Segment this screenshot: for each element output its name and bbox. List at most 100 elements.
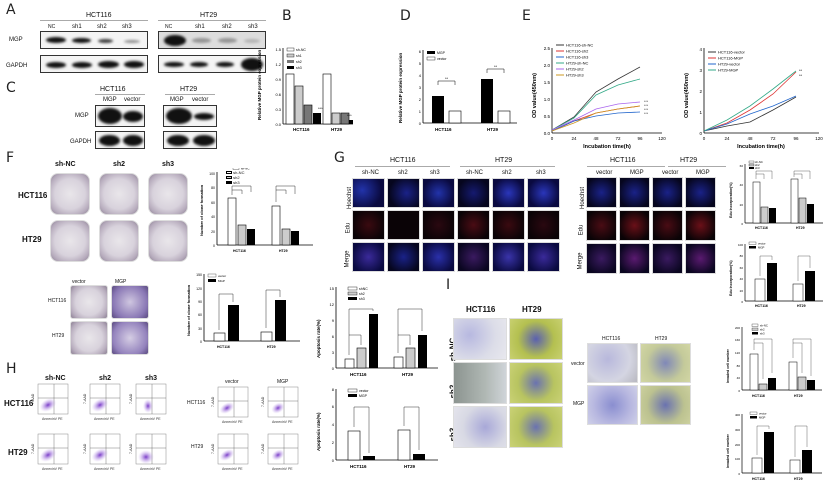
- svg-text:HCT116: HCT116: [233, 249, 246, 253]
- col-label: vector: [596, 170, 613, 176]
- svg-text:0.3: 0.3: [275, 107, 281, 112]
- svg-text:sh-NC: sh-NC: [241, 168, 250, 171]
- svg-text:HT29: HT29: [279, 249, 288, 253]
- svg-text:HCT116-vector: HCT116-vector: [718, 50, 745, 55]
- svg-text:HCT116: HCT116: [350, 464, 367, 469]
- svg-text:2: 2: [419, 97, 422, 102]
- chart-e-od-knockdown: 0.0 0.5 1.0 1.5 2.0 2.5 0 24 48 72 96 120 Incubati…: [532, 43, 666, 151]
- lane-label: MGP: [103, 97, 117, 103]
- group-label: HT29: [180, 86, 198, 93]
- svg-text:120: 120: [658, 136, 666, 141]
- svg-text:HT29: HT29: [267, 345, 276, 349]
- svg-text:HCT116-sh3: HCT116-sh3: [566, 55, 589, 60]
- western-blot-c-mgp-ht29: [163, 105, 217, 127]
- chart-f-clone-overexpression: 0 30 60 90 120 150 HCT116 HT29 vector MGP Numb…: [186, 273, 300, 349]
- panel-label-a: A: [6, 2, 16, 18]
- colony-dish: [148, 220, 188, 262]
- svg-text:0: 0: [332, 366, 335, 371]
- svg-text:160: 160: [735, 338, 740, 342]
- row-label: GAPDH: [70, 139, 92, 145]
- svg-text:100: 100: [209, 172, 215, 176]
- x-tick: HCT116: [217, 345, 230, 349]
- svg-text:7-AAD: 7-AAD: [261, 443, 265, 454]
- svg-text:Edu Incorporation(%): Edu Incorporation(%): [729, 182, 733, 218]
- lane-label: NC: [48, 24, 56, 30]
- svg-text:1: 1: [699, 110, 702, 115]
- lane-label: sh1: [72, 24, 82, 30]
- svg-text:0.0: 0.0: [275, 122, 281, 127]
- transwell-image: [640, 343, 691, 383]
- lane-label: vector: [192, 97, 209, 103]
- colony-dish: [50, 220, 90, 262]
- row-label: HT29: [22, 235, 42, 244]
- svg-text:150: 150: [196, 273, 202, 277]
- col-label: sh3: [162, 161, 175, 168]
- svg-text:3: 3: [419, 85, 422, 90]
- svg-text:2: 2: [332, 440, 335, 445]
- svg-text:**: **: [445, 76, 449, 81]
- svg-text:7-AAD: 7-AAD: [211, 396, 215, 407]
- svg-text:2: 2: [699, 89, 702, 94]
- chart-e-od-overexpression: 0 1 2 3 4 0 24 48 72 96 120 Incubation time(h) OD…: [684, 47, 823, 150]
- svg-text:vector: vector: [359, 389, 369, 393]
- colony-dish: [111, 285, 149, 319]
- legend-f1: sh-NC sh2 sh3: [226, 170, 244, 185]
- col-label: MGP: [277, 379, 289, 385]
- row-label: Merge: [344, 250, 351, 268]
- svg-text:HT29: HT29: [794, 477, 803, 481]
- panel-label-h: H: [6, 361, 17, 377]
- svg-text:HCT116-MGP: HCT116-MGP: [718, 56, 743, 61]
- transwell-image: [509, 362, 563, 404]
- svg-text:HT29: HT29: [404, 464, 416, 469]
- svg-text:HCT116: HCT116: [350, 372, 367, 377]
- svg-text:0.5: 0.5: [544, 114, 551, 119]
- col-label: MGP: [696, 170, 710, 176]
- svg-text:5: 5: [419, 61, 422, 66]
- svg-text:HCT116: HCT116: [752, 394, 765, 398]
- svg-text:96: 96: [637, 136, 643, 141]
- svg-text:HT29-MGP: HT29-MGP: [718, 68, 739, 73]
- svg-text:OD value(450nm): OD value(450nm): [532, 73, 538, 118]
- svg-text:AnnexinV PE: AnnexinV PE: [272, 420, 293, 424]
- svg-text:AnnexinV PE: AnnexinV PE: [222, 420, 243, 424]
- transwell-image: [509, 406, 563, 448]
- svg-text:0: 0: [738, 389, 740, 393]
- svg-text:OD value(450nm): OD value(450nm): [684, 73, 690, 118]
- col-label: sh3: [145, 375, 158, 382]
- svg-text:MGP: MGP: [758, 246, 765, 250]
- transwell-image: [453, 318, 507, 360]
- svg-text:vector: vector: [758, 242, 766, 246]
- svg-text:HT29: HT29: [794, 394, 803, 398]
- svg-text:0: 0: [703, 136, 706, 141]
- colony-dish: [99, 220, 139, 262]
- svg-text:120: 120: [196, 287, 202, 291]
- svg-text:7-AAD: 7-AAD: [129, 443, 133, 454]
- col-label: sh-NC: [45, 375, 66, 382]
- svg-text:HCT116: HCT116: [755, 304, 768, 308]
- colony-dish: [50, 173, 90, 215]
- col-label: sh2: [502, 170, 512, 176]
- svg-text:40: 40: [740, 183, 744, 187]
- panel-label-e: E: [522, 8, 531, 24]
- svg-text:20: 20: [740, 289, 744, 293]
- svg-text:24: 24: [571, 136, 577, 141]
- svg-text:HT29-sh3: HT29-sh3: [566, 73, 584, 78]
- svg-text:6: 6: [332, 404, 335, 409]
- panel-label-i: I: [446, 277, 451, 293]
- svg-text:7-AAD: 7-AAD: [261, 396, 265, 407]
- svg-text:8: 8: [332, 387, 335, 392]
- svg-text:MGP: MGP: [437, 51, 446, 55]
- col-label: HT29: [655, 336, 668, 342]
- svg-text:6: 6: [332, 334, 335, 339]
- svg-text:15: 15: [330, 286, 335, 291]
- row-label: HCT116: [4, 399, 34, 408]
- svg-text:sh-NC: sh-NC: [755, 160, 763, 164]
- row-label: Merge: [577, 252, 584, 270]
- col-label: vector: [225, 379, 239, 385]
- svg-text:60: 60: [740, 266, 744, 270]
- panel-label-d: D: [400, 8, 411, 24]
- svg-text:AnnexinV PE: AnnexinV PE: [94, 467, 115, 471]
- svg-text:20: 20: [740, 203, 744, 207]
- col-label: vector: [662, 170, 679, 176]
